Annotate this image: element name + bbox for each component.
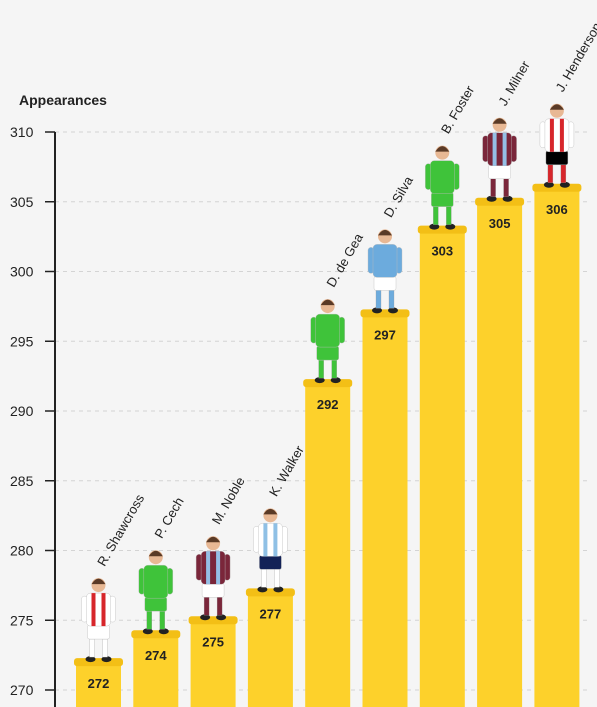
category-label: P. Cech xyxy=(151,495,186,541)
y-tick-label: 290 xyxy=(10,403,34,419)
value-label: 297 xyxy=(374,327,396,342)
value-label: 272 xyxy=(88,676,110,691)
category-label: J. Milner xyxy=(495,58,533,109)
bar-podium-top xyxy=(532,183,582,192)
category-label: D. de Gea xyxy=(323,230,366,289)
bar-group: 305 J. Milner xyxy=(475,58,533,707)
category-label: M. Noble xyxy=(209,474,248,527)
player-figure xyxy=(367,229,403,314)
player-figure xyxy=(138,550,174,635)
value-label: 292 xyxy=(317,397,339,412)
player-figure xyxy=(253,508,288,593)
bar xyxy=(247,592,293,707)
value-label: 305 xyxy=(489,216,511,231)
y-axis-title: Appearances xyxy=(19,92,107,108)
value-label: 303 xyxy=(431,244,453,259)
bar-group: 277 K. Walker xyxy=(245,442,307,707)
bar-podium-top xyxy=(188,616,238,625)
bar-podium-top xyxy=(475,197,525,206)
bar-podium-top xyxy=(245,588,295,597)
value-label: 277 xyxy=(260,606,282,621)
value-label: 274 xyxy=(145,648,167,663)
player-figure xyxy=(195,536,231,621)
bar xyxy=(362,313,408,707)
player-figure xyxy=(310,299,345,384)
category-label: K. Walker xyxy=(266,442,307,498)
y-tick-label: 310 xyxy=(10,124,34,140)
y-tick-label: 285 xyxy=(10,473,34,489)
player-figure xyxy=(482,117,517,202)
bar-group: 303 B. Foster xyxy=(417,82,478,707)
category-label: R. Shawcross xyxy=(94,491,147,568)
bar-podium-top xyxy=(74,658,123,667)
bar-podium-top xyxy=(417,225,467,234)
y-tick-label: 280 xyxy=(10,543,34,559)
bar xyxy=(534,187,580,707)
bar-podium-top xyxy=(360,309,410,318)
category-label: J. Henderson xyxy=(553,20,597,94)
bar xyxy=(133,634,179,707)
bar-group: 306 J. Henderson xyxy=(532,20,597,707)
y-tick-label: 305 xyxy=(10,194,34,210)
bar xyxy=(76,662,121,707)
player-figure xyxy=(425,145,460,230)
y-tick-label: 275 xyxy=(10,612,34,628)
player-figure xyxy=(539,103,575,188)
y-tick-label: 270 xyxy=(10,682,34,698)
value-label: 306 xyxy=(546,202,568,217)
player-figure xyxy=(81,578,116,663)
bar-group: 275 M. Noble xyxy=(188,474,248,707)
category-label: B. Foster xyxy=(438,82,478,136)
bar-podium-top xyxy=(303,379,353,388)
bar-group: 297 D. Silva xyxy=(360,173,417,707)
bar-group: 292 D. de Gea xyxy=(303,230,366,707)
bar xyxy=(419,229,465,707)
y-tick-label: 300 xyxy=(10,264,34,280)
bar-podium-top xyxy=(131,630,181,639)
bar xyxy=(305,383,351,707)
category-label: D. Silva xyxy=(381,173,417,220)
value-label: 275 xyxy=(202,634,224,649)
bar xyxy=(190,620,236,707)
y-tick-label: 295 xyxy=(10,333,34,349)
bar xyxy=(477,201,523,707)
bar-group: 274 P. Cech xyxy=(131,495,187,707)
